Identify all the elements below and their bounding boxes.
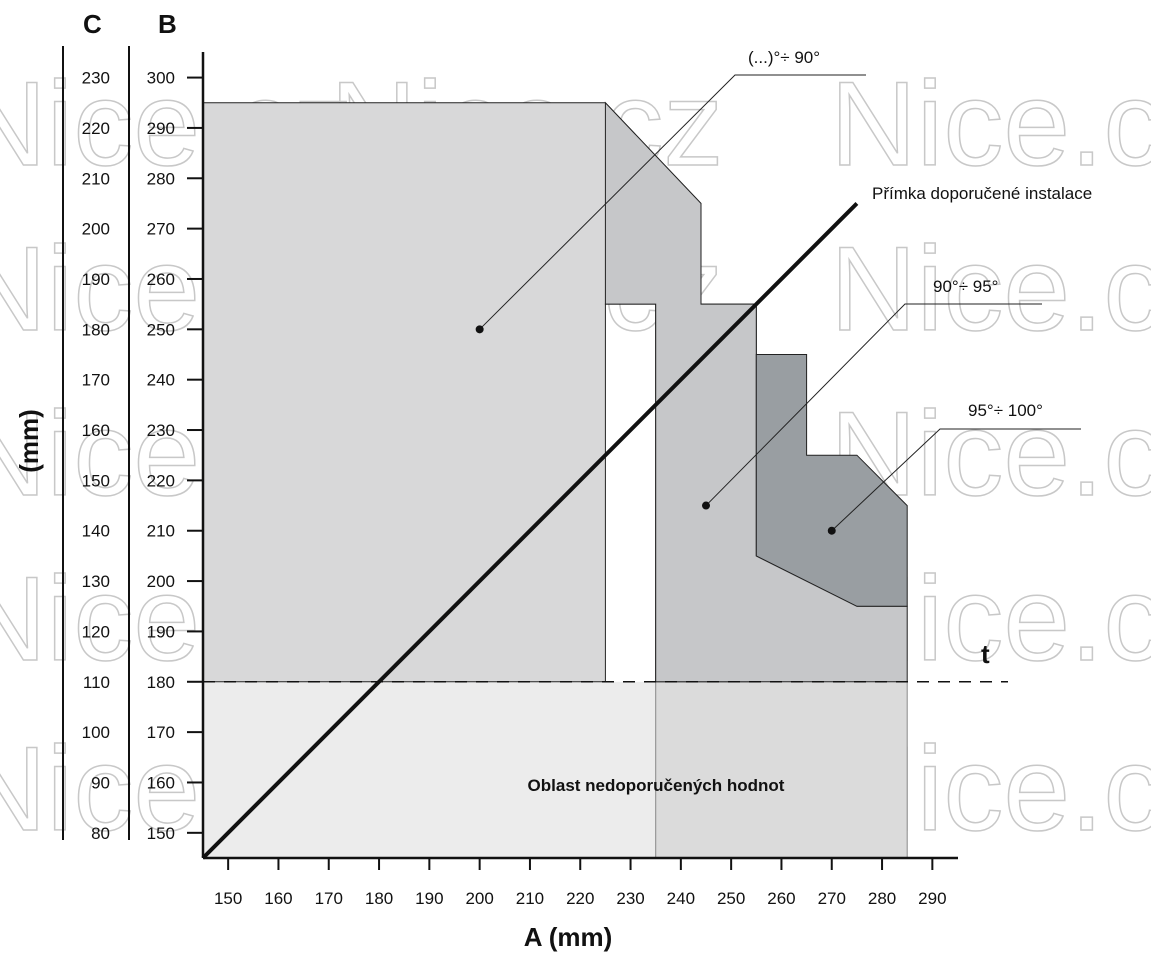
b-tick-label-7: 220 bbox=[147, 471, 175, 490]
c-tick-label-4: 120 bbox=[82, 622, 110, 641]
x-tick-label-12: 270 bbox=[818, 889, 846, 908]
c-tick-label-13: 210 bbox=[82, 169, 110, 188]
callout-line-1 bbox=[705, 303, 1042, 506]
region-layer bbox=[202, 101, 908, 858]
region-2 bbox=[755, 354, 908, 607]
x-tick-label-7: 220 bbox=[566, 889, 594, 908]
x-tick-label-4: 190 bbox=[415, 889, 443, 908]
b-tick-label-0: 150 bbox=[147, 824, 175, 843]
watermark-text-5: Nice.cz bbox=[830, 222, 1151, 356]
c-tick-label-8: 160 bbox=[82, 421, 110, 440]
not-recommended-label: Oblast nedoporučených hodnot bbox=[528, 776, 785, 795]
c-tick-label-14: 220 bbox=[82, 119, 110, 138]
axis-layer: 150 160 170 180 190 200 210 220 230 240 250 260 270 2… bbox=[62, 46, 958, 908]
b-tick-label-14: 290 bbox=[147, 119, 175, 138]
c-tick-label-1: 90 bbox=[91, 773, 110, 792]
x-axis-title: A (mm) bbox=[524, 922, 613, 952]
x-tick-label-8: 230 bbox=[616, 889, 644, 908]
b-tick-label-9: 240 bbox=[147, 371, 175, 390]
recommended-line-label: Přímka doporučené instalace bbox=[872, 184, 1092, 203]
x-tick-label-10: 250 bbox=[717, 889, 745, 908]
not-recommended-area-left bbox=[203, 681, 656, 858]
b-tick-label-3: 180 bbox=[147, 673, 175, 692]
c-tick-label-7: 150 bbox=[82, 471, 110, 490]
callout-line-0 bbox=[479, 74, 866, 330]
x-tick-label-2: 170 bbox=[315, 889, 343, 908]
callout-dot-0 bbox=[475, 325, 484, 334]
callout-line-2 bbox=[831, 428, 1081, 532]
c-tick-label-12: 200 bbox=[82, 220, 110, 239]
b-tick-label-12: 270 bbox=[147, 220, 175, 239]
y-axis-unit-label: (mm) bbox=[14, 409, 44, 473]
b-tick-label-2: 170 bbox=[147, 723, 175, 742]
line-layer bbox=[201, 74, 1081, 860]
x-tick-label-5: 200 bbox=[465, 889, 493, 908]
c-tick-label-5: 130 bbox=[82, 572, 110, 591]
b-tick-label-15: 300 bbox=[147, 69, 175, 88]
c-axis-letter: C bbox=[83, 9, 102, 39]
x-tick-label-1: 160 bbox=[264, 889, 292, 908]
c-tick-label-0: 80 bbox=[91, 824, 110, 843]
b-tick-label-10: 250 bbox=[147, 320, 175, 339]
b-tick-label-5: 200 bbox=[147, 572, 175, 591]
c-tick-label-9: 170 bbox=[82, 371, 110, 390]
x-tick-label-14: 290 bbox=[918, 889, 946, 908]
x-tick-label-0: 150 bbox=[214, 889, 242, 908]
region-label-0: (...)°÷ 90° bbox=[748, 48, 820, 67]
threshold-label: t bbox=[981, 639, 990, 669]
c-tick-label-6: 140 bbox=[82, 522, 110, 541]
x-tick-label-11: 260 bbox=[767, 889, 795, 908]
not-recommended-area-right bbox=[655, 681, 908, 858]
b-tick-label-8: 230 bbox=[147, 421, 175, 440]
x-tick-label-3: 180 bbox=[365, 889, 393, 908]
recommended-line bbox=[201, 202, 859, 860]
b-tick-label-11: 260 bbox=[147, 270, 175, 289]
b-tick-label-4: 190 bbox=[147, 622, 175, 641]
x-tick-label-6: 210 bbox=[516, 889, 544, 908]
b-tick-label-6: 210 bbox=[147, 522, 175, 541]
region-label-2: 95°÷ 100° bbox=[968, 401, 1043, 420]
region-label-1: 90°÷ 95° bbox=[933, 277, 998, 296]
c-tick-label-2: 100 bbox=[82, 723, 110, 742]
watermark-text-2: Nice.cz bbox=[830, 57, 1151, 191]
x-tick-label-13: 280 bbox=[868, 889, 896, 908]
b-tick-label-1: 160 bbox=[147, 773, 175, 792]
callout-dot-1 bbox=[702, 501, 710, 510]
b-tick-label-13: 280 bbox=[147, 169, 175, 188]
b-axis-letter: B bbox=[158, 9, 177, 39]
callout-dot-2 bbox=[827, 526, 836, 535]
x-tick-label-9: 240 bbox=[667, 889, 695, 908]
c-tick-label-10: 180 bbox=[82, 320, 110, 339]
c-tick-label-11: 190 bbox=[82, 270, 110, 289]
c-tick-label-15: 230 bbox=[82, 69, 110, 88]
c-tick-label-3: 110 bbox=[83, 673, 110, 692]
